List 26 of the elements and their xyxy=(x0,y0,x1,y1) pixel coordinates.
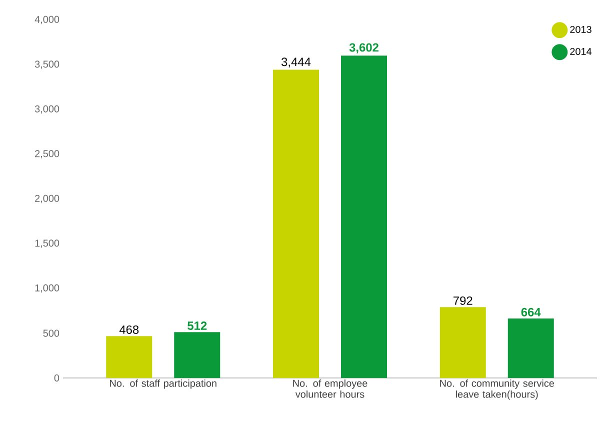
y-tick-label: 0 xyxy=(54,374,60,382)
legend-label: 2013 xyxy=(570,26,592,34)
y-tick-label: 1,000 xyxy=(35,284,60,293)
y-tick-label: 2,000 xyxy=(35,194,60,204)
data-label: 792 xyxy=(454,296,472,305)
data-label: 664 xyxy=(521,308,541,316)
y-tick-label: 3,500 xyxy=(34,60,60,69)
bar xyxy=(341,56,388,378)
bar xyxy=(106,336,152,378)
x-tick-label: No. of community service leave taken(hours) xyxy=(440,380,554,400)
bar xyxy=(273,70,320,378)
x-tick-label: No. of staff participation xyxy=(110,380,216,389)
bar xyxy=(174,332,220,378)
x-tick-label: No. of employee volunteer hours xyxy=(293,380,368,398)
data-label: 3,602 xyxy=(349,43,378,54)
data-label: 468 xyxy=(119,325,139,334)
y-tick-label: 500 xyxy=(43,330,60,337)
y-tick-label: 4,000 xyxy=(34,16,60,24)
legend-label: 2014 xyxy=(570,48,592,56)
bar xyxy=(440,307,486,378)
y-tick-label: 3,000 xyxy=(34,105,60,114)
data-label: 512 xyxy=(188,322,207,330)
bar xyxy=(508,318,554,378)
data-label: 3,444 xyxy=(282,58,311,68)
y-tick-label: 2,500 xyxy=(35,150,60,158)
y-tick-label: 1,500 xyxy=(35,240,60,248)
